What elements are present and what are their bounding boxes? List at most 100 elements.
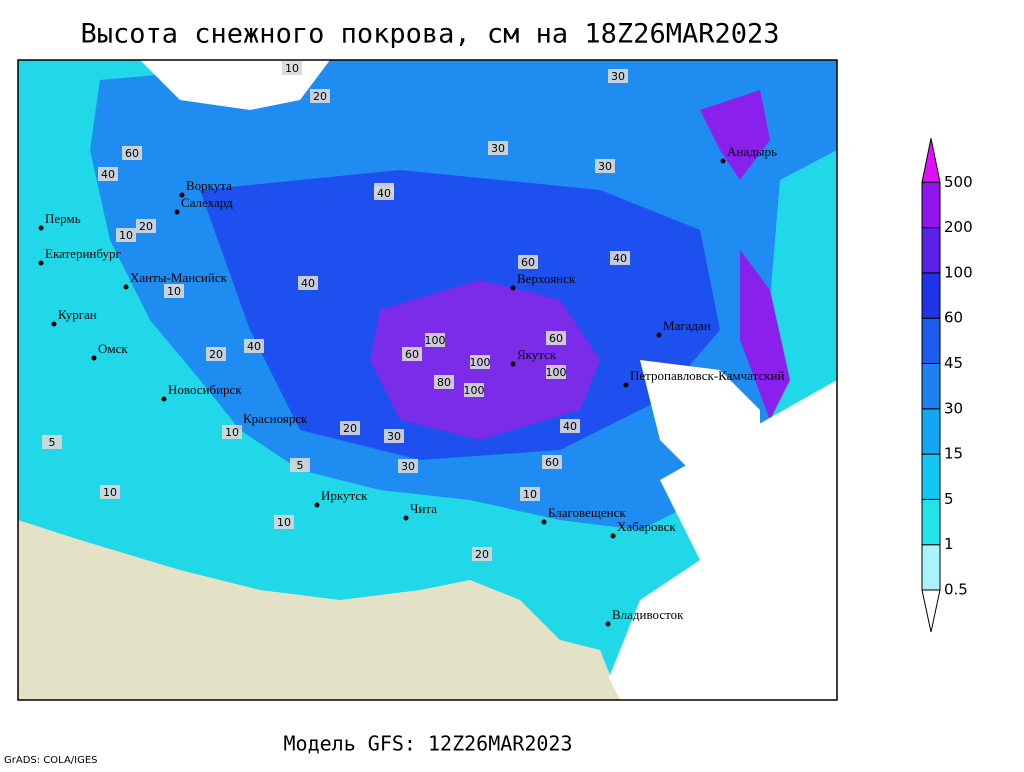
city-label: Салехард — [181, 195, 233, 210]
colorbar-label: 200 — [944, 218, 973, 236]
city-dot — [605, 621, 611, 627]
city-dot — [161, 396, 167, 402]
contour-label: 60 — [545, 456, 559, 469]
city-label: Магадан — [663, 318, 711, 333]
land-no-snow — [18, 520, 620, 700]
city-dot — [123, 284, 129, 290]
contour-label: 30 — [491, 142, 505, 155]
contour-label: 80 — [437, 376, 451, 389]
contour-label-box — [542, 455, 562, 469]
contour-label: 10 — [277, 516, 291, 529]
contour-label: 20 — [343, 422, 357, 435]
land-no-snow — [480, 640, 620, 700]
contour-label: 100 — [425, 334, 446, 347]
contour-label: 10 — [167, 285, 181, 298]
contour-label: 20 — [209, 348, 223, 361]
city-dot — [656, 332, 662, 338]
colorbar-band — [921, 227, 941, 274]
contour-label-box — [546, 365, 566, 379]
city-dot — [38, 225, 44, 231]
contour-label-box — [398, 459, 418, 473]
contour-label-box — [310, 89, 330, 103]
contour-label: 10 — [285, 62, 299, 75]
contour-label-box — [42, 435, 62, 449]
contour-label-box — [560, 419, 580, 433]
colorbar-high — [921, 138, 941, 183]
contour-label-box — [518, 255, 538, 269]
contour-label-box — [425, 333, 445, 347]
contour-label-box — [98, 167, 118, 181]
colorbar-band — [921, 363, 941, 410]
contour-label-box — [298, 276, 318, 290]
city-label: Воркута — [186, 178, 232, 193]
contour-label-box — [470, 355, 490, 369]
sea — [140, 60, 837, 700]
contour-label-box — [244, 339, 264, 353]
contour-label: 60 — [125, 147, 139, 160]
city-dot — [610, 533, 616, 539]
contour-label-box — [595, 159, 615, 173]
city-label: Благовещенск — [548, 505, 626, 520]
contour-label: 40 — [563, 420, 577, 433]
contour-label: 10 — [523, 488, 537, 501]
contour-label: 30 — [387, 430, 401, 443]
contour-label: 20 — [139, 220, 153, 233]
contour-label: 10 — [103, 486, 117, 499]
city-dot — [38, 260, 44, 266]
contour-label-box — [434, 375, 454, 389]
contour-label-box — [164, 284, 184, 298]
colorbar-label: 60 — [944, 309, 963, 327]
contour-label: 100 — [464, 384, 485, 397]
contour-label-box — [546, 331, 566, 345]
colorbar-band — [921, 498, 941, 546]
colorbar-label: 15 — [944, 445, 963, 463]
contour-label: 40 — [247, 340, 261, 353]
contour-label: 40 — [377, 187, 391, 200]
contour-label-box — [610, 251, 630, 265]
contour-label-box — [206, 347, 226, 361]
contour-label: 5 — [49, 436, 56, 449]
contour-label-box — [136, 219, 156, 233]
contour-label: 60 — [521, 256, 535, 269]
city-dot — [541, 519, 547, 525]
city-label: Анадырь — [727, 144, 777, 159]
city-label: Якутск — [517, 347, 557, 362]
colorbar-label: 45 — [944, 354, 963, 372]
contour-label-box — [384, 429, 404, 443]
contour-label-box — [222, 425, 242, 439]
contour-label: 40 — [101, 168, 115, 181]
contour-label-box — [488, 141, 508, 155]
colorbar-label: 500 — [944, 173, 973, 191]
contour-label: 100 — [546, 366, 567, 379]
contour-label-box — [340, 421, 360, 435]
map-frame — [17, 59, 838, 701]
contour-label: 5 — [297, 459, 304, 472]
city-dot — [179, 192, 185, 198]
colorbar-band — [921, 408, 941, 455]
contour-label: 10 — [119, 229, 133, 242]
colorbar-label: 0.5 — [944, 581, 968, 599]
contour-label: 30 — [611, 70, 625, 83]
colorbar-band — [921, 317, 941, 365]
contour-label-box — [520, 487, 540, 501]
footer: Модель GFS: 12Z26MAR2023 — [284, 732, 573, 756]
contour-label: 40 — [301, 277, 315, 290]
city-label: Верхоянск — [517, 271, 576, 286]
contour-label: 40 — [613, 252, 627, 265]
city-label: Новосибирск — [168, 382, 242, 397]
contour-label: 20 — [313, 90, 327, 103]
contour-label-box — [282, 61, 302, 75]
contour-label: 30 — [598, 160, 612, 173]
contour-label-box — [472, 547, 492, 561]
contour-label-box — [464, 383, 484, 397]
city-label: Петропавловск-Камчатский — [630, 368, 785, 383]
colorbar-low — [921, 589, 941, 633]
city-dot — [510, 361, 516, 367]
city-label: Екатеринбург — [45, 246, 121, 261]
colorbar-band — [921, 181, 941, 229]
city-label: Курган — [58, 307, 97, 322]
city-dot — [314, 502, 320, 508]
contour-label: 30 — [401, 460, 415, 473]
city-label: Красноярск — [243, 411, 308, 426]
city-label: Иркутск — [321, 488, 368, 503]
